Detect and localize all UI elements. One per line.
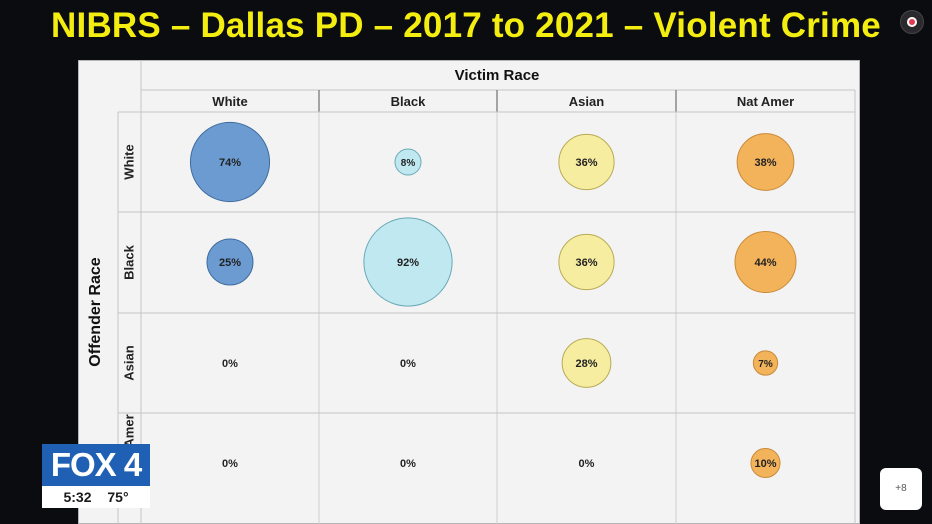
bubble-label: 38% <box>754 157 776 169</box>
row-header-black: Black <box>121 244 136 279</box>
bubble <box>734 230 797 294</box>
bubble <box>561 338 612 388</box>
fox4-logo: FOX 4 5:32 75° <box>42 444 150 508</box>
record-icon[interactable] <box>900 10 924 34</box>
bubble-label: 0% <box>579 458 595 470</box>
bubble-label: 0% <box>222 458 238 470</box>
bubble <box>206 238 254 286</box>
column-header-asian: Asian <box>569 94 604 109</box>
row-axis-label: Offender Race <box>87 257 104 366</box>
clock-time: 5:32 <box>63 489 92 505</box>
time-weather-bar: 5:32 75° <box>42 486 150 508</box>
bubble <box>558 133 615 191</box>
bubble <box>736 133 795 191</box>
bubble-label: 28% <box>575 358 597 370</box>
bubble-label: 0% <box>400 358 416 370</box>
page-title: NIBRS – Dallas PD – 2017 to 2021 – Viole… <box>51 6 881 45</box>
bubble-label: 8% <box>401 158 416 169</box>
row-header-asian: Asian <box>121 345 136 380</box>
bubble-label: 0% <box>400 458 416 470</box>
zoom-button[interactable]: +8 <box>880 468 922 510</box>
bubble <box>750 447 781 479</box>
column-header-black: Black <box>391 94 426 109</box>
bubble-label: 0% <box>222 358 238 370</box>
logo-text: FOX 4 <box>42 444 150 486</box>
bubble <box>363 217 453 307</box>
column-headers: White Black Asian Nat Amer <box>212 94 794 109</box>
bubble <box>189 121 271 203</box>
chart-cells: 74% 8% 36% 38% 25% 92% 36% 44% 0% 0% 28% 7% 0% 0% 0% 10… <box>189 121 797 479</box>
bubble-chart: Victim Race Offender Race White Black Asia… <box>78 60 860 524</box>
row-header-white: White <box>121 144 136 179</box>
bubble-label: 36% <box>575 257 597 269</box>
bubble-label: 25% <box>219 257 241 269</box>
bubble <box>752 350 779 376</box>
temperature: 75° <box>107 489 129 505</box>
bubble-label: 44% <box>754 257 776 269</box>
bubble <box>394 148 422 176</box>
column-header-white: White <box>212 94 247 109</box>
column-header-nat-amer: Nat Amer <box>737 94 794 109</box>
chart-grid <box>78 60 860 524</box>
bubble-label: 7% <box>758 359 773 370</box>
col-axis-label: Victim Race <box>455 67 540 84</box>
bubble-label: 36% <box>575 157 597 169</box>
bubble-label: 92% <box>397 257 419 269</box>
bubble-label: 10% <box>754 458 776 470</box>
chart-panel: Victim Race Offender Race White Black Asia… <box>78 60 860 524</box>
panel-border <box>78 60 860 524</box>
bubble-label: 74% <box>219 157 241 169</box>
bubble <box>558 233 615 291</box>
